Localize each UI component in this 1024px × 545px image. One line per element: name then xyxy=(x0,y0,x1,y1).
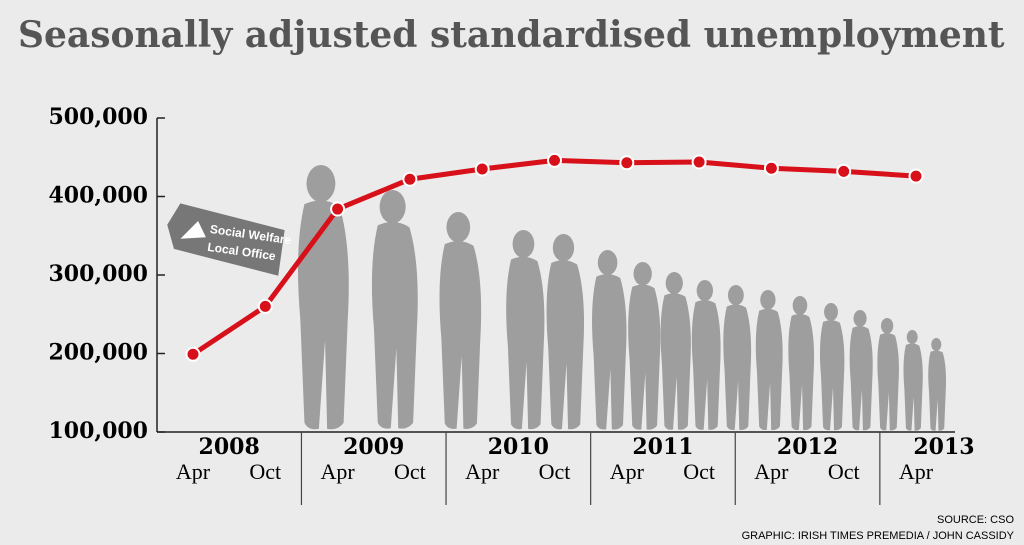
year-label: 2008 xyxy=(199,434,260,460)
year-label: 2009 xyxy=(343,434,404,460)
point xyxy=(330,201,346,217)
year-label: 2011 xyxy=(632,434,693,460)
sign-board xyxy=(167,203,285,276)
year-label: 2010 xyxy=(488,434,549,460)
point xyxy=(402,171,418,187)
x-tick-label: Oct xyxy=(394,459,426,484)
y-tick-label: 200,000 xyxy=(48,340,148,366)
year-label: 2012 xyxy=(777,434,838,460)
point xyxy=(185,346,201,362)
x-tick-label: Apr xyxy=(754,459,789,484)
point xyxy=(474,161,490,177)
point xyxy=(691,154,707,170)
sign: Social Welfare Local Office xyxy=(167,203,292,276)
point xyxy=(836,163,852,179)
credit: GRAPHIC: IRISH TIMES PREMEDIA / JOHN CAS… xyxy=(742,530,1015,542)
x-tick-label: Oct xyxy=(683,459,715,484)
x-tick-label: Oct xyxy=(249,459,281,484)
y-tick-label: 100,000 xyxy=(48,418,148,444)
point xyxy=(619,155,635,171)
x-tick-label: Oct xyxy=(828,459,860,484)
x-tick-label: Apr xyxy=(465,459,500,484)
x-tick-label: Apr xyxy=(610,459,645,484)
point xyxy=(763,160,779,176)
x-tick-label: Oct xyxy=(539,459,571,484)
source: SOURCE: CSO xyxy=(937,514,1014,526)
chart-title: Seasonally adjusted standardised unemplo… xyxy=(18,14,1005,56)
y-tick-label: 400,000 xyxy=(48,183,148,209)
point xyxy=(547,152,562,168)
point xyxy=(257,298,273,314)
y-tick-label: 500,000 xyxy=(48,104,148,130)
year-label: 2013 xyxy=(913,434,974,460)
x-tick-label: Apr xyxy=(176,459,211,484)
y-tick-label: 300,000 xyxy=(48,261,148,287)
x-tick-label: Apr xyxy=(320,459,355,484)
x-tick-label: Apr xyxy=(899,459,934,484)
sign-logo xyxy=(180,221,206,239)
point xyxy=(908,168,924,184)
